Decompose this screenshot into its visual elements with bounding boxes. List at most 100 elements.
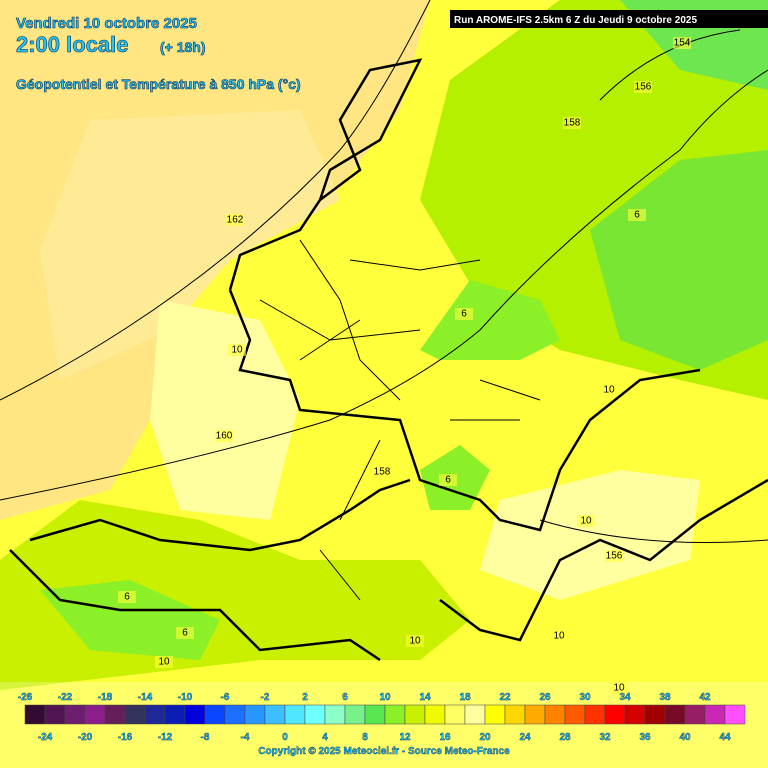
scale-label: 34 (619, 692, 631, 703)
scale-swatch (444, 704, 466, 725)
scale-label: -4 (241, 732, 250, 743)
scale-swatch (224, 704, 246, 725)
scale-label: 10 (379, 692, 391, 703)
label-bg (118, 591, 136, 603)
green-area (420, 280, 560, 360)
scale-label: 40 (679, 732, 691, 743)
contour-label: 6 (461, 309, 467, 320)
scale-swatch (484, 704, 506, 725)
scale-swatch (244, 704, 266, 725)
scale-swatch (624, 704, 646, 725)
contour-label: 10 (603, 385, 615, 396)
scale-label: -16 (118, 732, 133, 743)
lead: (+ 18h) (160, 39, 206, 55)
scale-label: -14 (138, 692, 153, 703)
pale-land (480, 470, 700, 600)
contour-label: 162 (227, 215, 244, 226)
contour-label: 10 (613, 683, 625, 694)
label-bg (226, 214, 244, 226)
scale-label: 42 (699, 692, 711, 703)
scale-swatch (44, 704, 66, 725)
field: Géopotentiel et Température à 850 hPa (°… (16, 76, 301, 92)
scale-swatch (524, 704, 546, 725)
scale-swatch (104, 704, 126, 725)
scale-swatch (284, 704, 306, 725)
scale-swatch (84, 704, 106, 725)
scale-swatch (184, 704, 206, 725)
scale-swatch (364, 704, 386, 725)
scale-swatch (644, 704, 666, 725)
label-bg (634, 81, 652, 93)
contour-label: 10 (580, 516, 592, 527)
scale-swatch (324, 704, 346, 725)
scale-swatch (564, 704, 586, 725)
contour-label: 6 (182, 628, 188, 639)
scale-label: -10 (178, 692, 193, 703)
pale-land (150, 300, 300, 520)
scale-label: 8 (362, 732, 368, 743)
scale-swatch (144, 704, 166, 725)
scale-swatch (664, 704, 686, 725)
green-area-dark (590, 150, 768, 370)
scale-label: -20 (78, 732, 93, 743)
scale-swatch (604, 704, 626, 725)
scale-label: 16 (439, 732, 451, 743)
scale-label: -6 (221, 692, 230, 703)
scale-swatch (704, 704, 726, 725)
borders (259, 239, 541, 601)
label-bg (550, 630, 568, 642)
scale-label: 4 (322, 732, 328, 743)
scale-label: 0 (282, 732, 288, 743)
contour-line (0, 0, 768, 543)
scale-label: 30 (579, 692, 591, 703)
scale-label: 26 (539, 692, 551, 703)
contour-label: 154 (674, 38, 691, 49)
scale-label: -8 (201, 732, 210, 743)
coastline (9, 58, 768, 662)
scale-swatch (544, 704, 566, 725)
contour-label: 10 (553, 631, 565, 642)
contour-label: 158 (564, 118, 581, 129)
contour-label: 160 (216, 431, 233, 442)
scale-swatch (124, 704, 146, 725)
scale-label: -22 (58, 692, 73, 703)
label-bg (176, 627, 194, 639)
time: 2:00 locale (16, 32, 129, 57)
label-bg (610, 682, 628, 694)
contour-label: 10 (231, 345, 243, 356)
scale-swatch (504, 704, 526, 725)
contour-label: 156 (606, 551, 623, 562)
label-bg (373, 466, 391, 478)
scale-label: 14 (419, 692, 431, 703)
label-bg (455, 308, 473, 320)
scale-label: 28 (559, 732, 571, 743)
scale-label: -26 (18, 692, 33, 703)
run-box (450, 10, 768, 28)
scale-swatch (404, 704, 426, 725)
scale-swatch (264, 704, 286, 725)
green-area (40, 580, 220, 660)
date: Vendredi 10 octobre 2025 (16, 15, 197, 32)
contour-label: 156 (635, 82, 652, 93)
label-bg (439, 474, 457, 486)
scale-label: 22 (499, 692, 511, 703)
scale-swatch (684, 704, 706, 725)
contour-label: 6 (445, 475, 451, 486)
scale-swatch (724, 704, 746, 725)
label-bg (628, 209, 646, 221)
contour-label: 10 (158, 657, 170, 668)
scale-label: 6 (342, 692, 348, 703)
scale-label: -24 (38, 732, 53, 743)
scale-swatch (204, 704, 226, 725)
scale-swatch (424, 704, 446, 725)
label-bg (563, 117, 581, 129)
scale-label: -12 (158, 732, 173, 743)
run: Run AROME-IFS 2.5km 6 Z du Jeudi 9 octob… (454, 15, 697, 26)
label-bg (228, 344, 246, 356)
label-bg (406, 635, 424, 647)
label-bg (577, 515, 595, 527)
scale-swatch (304, 704, 326, 725)
contour-label: 6 (634, 210, 640, 221)
scale-swatch (384, 704, 406, 725)
